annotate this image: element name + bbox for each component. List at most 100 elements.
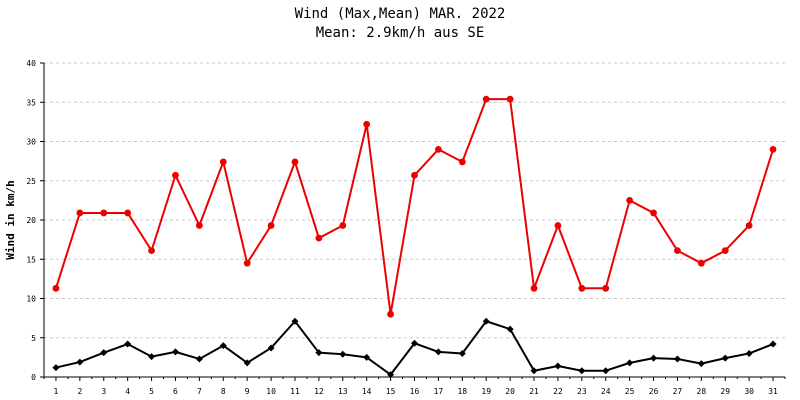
x-tick-label: 30 [744,387,754,396]
y-tick-label: 25 [26,177,36,186]
x-tick-label: 28 [697,387,707,396]
data-point [52,364,60,372]
data-point [673,355,681,363]
data-point [267,344,275,352]
data-point [578,284,586,292]
data-point [172,171,179,179]
data-point [745,222,753,229]
x-tick-label: 3 [101,387,106,396]
y-tick-label: 40 [26,59,36,68]
series-0 [52,95,777,318]
x-tick-label: 4 [125,387,130,396]
data-point [124,340,132,348]
y-axis-label: Wind in km/h [4,180,17,259]
data-point [697,360,705,368]
data-point [339,222,347,229]
x-tick-label: 25 [625,387,635,396]
data-point [219,158,227,166]
series-1-line [55,320,774,376]
data-point [458,158,466,166]
data-point [411,171,418,179]
data-point [530,367,538,375]
x-tick-label: 29 [720,387,730,396]
data-point [148,247,155,255]
gridlines [44,62,785,339]
chart-subtitle: Mean: 2.9km/h aus SE [316,25,485,41]
x-tick-label: 27 [673,387,683,396]
y-axis-ticks: 0 5 10 15 20 25 30 35 40 [26,59,44,382]
data-point [315,234,323,242]
y-tick-label: 30 [26,138,36,147]
data-point [148,353,156,361]
x-tick-label: 10 [266,387,276,396]
data-point [530,284,538,292]
data-point [100,349,108,357]
y-tick-label: 35 [26,98,36,107]
data-point [769,145,777,153]
x-tick-label: 13 [338,387,348,396]
series-group [52,95,777,379]
data-point [100,209,108,217]
data-point [650,209,657,217]
data-point [387,371,395,379]
data-point [76,358,84,366]
data-point [602,367,610,375]
x-tick-label: 12 [314,387,324,396]
data-point [482,317,490,325]
y-tick-label: 10 [26,295,36,304]
data-point [506,325,514,333]
y-tick-label: 20 [26,216,36,225]
x-tick-label: 14 [362,387,372,396]
data-point [434,348,442,356]
chart-title: Wind (Max,Mean) MAR. 2022 [295,6,506,22]
data-point [243,259,251,267]
x-tick-label: 24 [601,387,611,396]
data-point [339,350,347,358]
x-tick-label: 16 [410,387,420,396]
y-tick-label: 0 [31,373,36,382]
data-point [435,145,442,153]
data-point [554,222,562,229]
x-tick-label: 26 [649,387,659,396]
x-tick-label: 1 [54,387,59,396]
x-tick-label: 6 [173,387,178,396]
data-point [124,209,132,217]
data-point [602,284,610,292]
data-point [769,340,777,348]
data-point [195,355,203,363]
data-point [578,367,586,375]
data-point [721,247,729,255]
x-tick-label: 11 [290,387,300,396]
data-point [721,354,729,362]
y-tick-label: 5 [31,334,36,343]
x-tick-label: 9 [245,387,250,396]
x-tick-label: 20 [505,387,515,396]
data-point [243,359,251,367]
data-point [315,349,323,357]
x-tick-label: 19 [481,387,491,396]
data-point [291,158,299,166]
x-tick-label: 23 [577,387,587,396]
data-point [52,284,60,292]
data-point [291,317,299,325]
data-point [219,342,227,350]
y-tick-label: 15 [26,255,36,264]
x-tick-label: 21 [529,387,539,396]
series-0-line [54,98,775,316]
data-point [674,247,681,255]
data-point [171,348,179,356]
x-tick-label: 5 [149,387,154,396]
data-point [650,354,658,362]
x-tick-label: 15 [386,387,396,396]
data-point [626,196,634,204]
data-point [363,120,371,128]
data-point [363,353,371,361]
x-tick-label: 22 [553,387,563,396]
data-point [267,222,275,229]
data-point [387,310,394,318]
data-point [554,362,562,370]
data-point [411,339,418,347]
data-point [76,209,84,217]
data-point [458,349,466,357]
